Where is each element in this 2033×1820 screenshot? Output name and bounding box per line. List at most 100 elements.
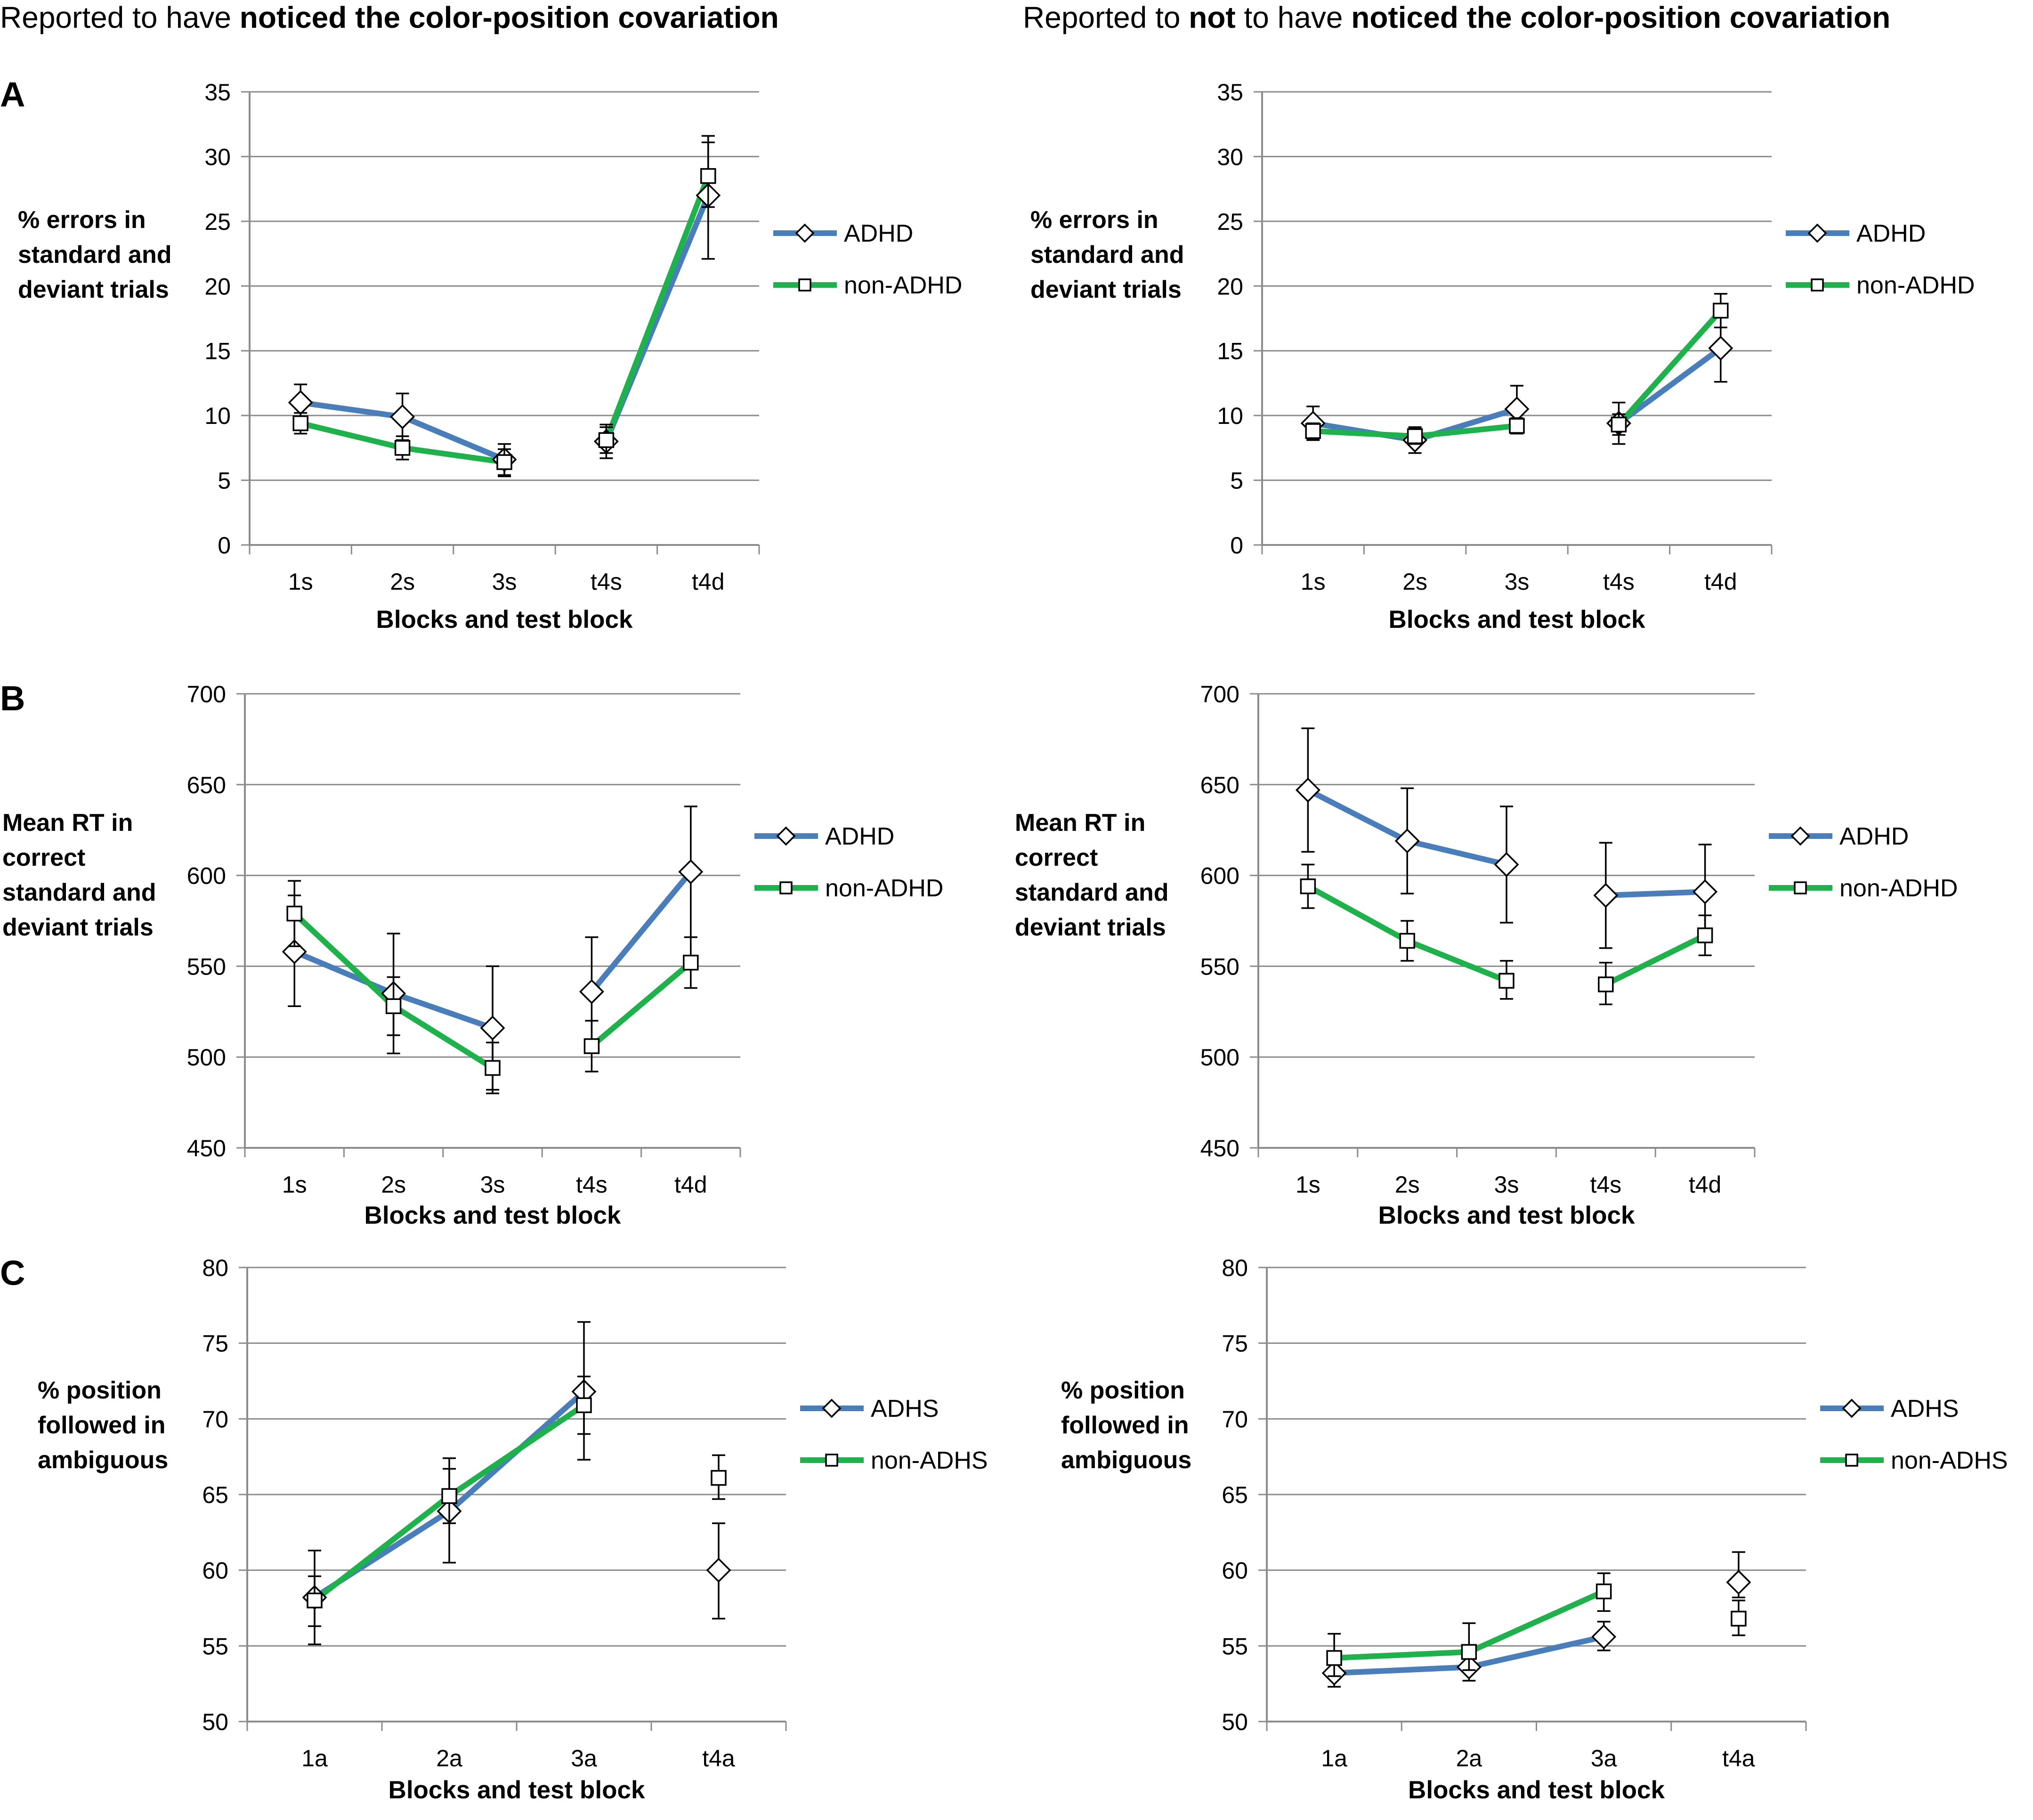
x-axis-title: Blocks and test block	[1388, 606, 1645, 634]
y-tick-label: 15	[1217, 338, 1243, 365]
data-point-diamond	[480, 1016, 505, 1040]
y-tick-label: 70	[202, 1406, 228, 1432]
y-axis-label-line: standard and	[18, 241, 172, 268]
x-axis-title: Blocks and test block	[1408, 1776, 1665, 1804]
data-point-square	[700, 168, 716, 184]
legend-marker-square	[779, 881, 793, 894]
data-point-square	[1399, 933, 1415, 949]
y-axis-label: % errors in standard and deviant trials	[1030, 203, 1184, 307]
legend-label: non-ADHS	[1891, 1447, 2008, 1474]
y-tick-label: 0	[1230, 532, 1243, 559]
series-line-adhd	[1603, 889, 1708, 899]
y-axis-label-line: % errors in	[18, 206, 146, 234]
y-tick-label: 75	[1222, 1331, 1248, 1357]
series-line-adhd	[589, 869, 694, 995]
chart-b-right: 450 500 550 600 650 700 1s 2s 3s t4s t4d ADHD non-AD…	[1200, 681, 1958, 1198]
y-axis-label: Mean RT in correct standard and deviant tri…	[2, 805, 156, 945]
y-tick-label: 55	[202, 1633, 228, 1659]
data-point-square	[1461, 1644, 1477, 1660]
legend-label: non-ADHS	[871, 1447, 988, 1474]
x-tick-label: t4s	[576, 1171, 607, 1198]
data-point-square	[496, 454, 512, 470]
y-axis-label: Mean RT in correct standard and deviant tri…	[1015, 805, 1169, 945]
data-point-square	[1596, 1583, 1612, 1600]
y-axis-label-line: ambiguous	[38, 1446, 169, 1474]
y-tick-label: 25	[1217, 209, 1243, 235]
y-tick-label: 80	[202, 1255, 228, 1281]
y-tick-label: 20	[204, 273, 231, 300]
data-point-diamond	[1394, 828, 1420, 853]
y-axis-label-line: standard and	[1015, 879, 1169, 906]
y-tick-label: 70	[1222, 1406, 1248, 1432]
y-axis-label-line: followed in	[38, 1412, 166, 1439]
data-point-diamond	[706, 1558, 731, 1583]
data-point-diamond	[1726, 1569, 1751, 1595]
data-point-square	[1407, 428, 1423, 444]
chart-b-left: 450 500 550 600 650 700 1s 2s 3s t4s t4d ADHD non-AD…	[187, 681, 944, 1198]
legend-marker-square	[1811, 278, 1824, 292]
y-tick-label: 0	[218, 532, 231, 559]
data-point-square	[1498, 973, 1515, 989]
y-tick-label: 15	[204, 338, 231, 365]
chart-a-left: 0 5 10 15 20 25 30 35 1s 2s 3s t4s t4d ADHD non-ADHD	[204, 79, 962, 595]
y-tick-label: 600	[187, 863, 226, 889]
y-tick-label: 650	[187, 772, 226, 798]
x-tick-label: 1s	[282, 1171, 307, 1198]
legend-marker-square	[825, 1454, 838, 1467]
y-tick-label: 60	[1222, 1558, 1248, 1584]
data-point-diamond	[678, 859, 704, 885]
y-tick-label: 550	[187, 953, 226, 980]
x-tick-label: t4a	[1722, 1745, 1755, 1771]
data-point-square	[1611, 416, 1627, 433]
y-axis-label: % position followed in ambiguous	[38, 1373, 168, 1478]
y-axis-label-line: Mean RT in	[2, 809, 133, 837]
x-tick-label: t4a	[702, 1745, 735, 1771]
data-point-square	[385, 998, 402, 1014]
y-axis-label-line: correct	[2, 844, 86, 871]
data-point-diamond	[1494, 852, 1519, 877]
x-axis-title: Blocks and test block	[364, 1202, 621, 1229]
data-point-diamond	[579, 979, 604, 1004]
data-point-square	[394, 440, 411, 456]
y-tick-label: 35	[1217, 79, 1243, 106]
x-tick-label: t4s	[1590, 1171, 1621, 1198]
series-line-non-adhd	[589, 959, 694, 1049]
y-axis-label-line: ambiguous	[1061, 1446, 1192, 1474]
y-tick-label: 700	[187, 681, 226, 707]
y-tick-label: 55	[1222, 1633, 1248, 1659]
legend-label: ADHD	[1856, 220, 1926, 247]
y-tick-label: 75	[202, 1331, 228, 1357]
data-point-square	[1305, 423, 1321, 439]
data-point-diamond	[1295, 777, 1320, 803]
y-tick-label: 550	[1200, 953, 1239, 980]
data-point-square	[441, 1488, 457, 1504]
x-tick-label: t4d	[674, 1171, 707, 1198]
y-axis-label: % errors in standard and deviant trials	[18, 203, 172, 307]
legend-label: ADHD	[1839, 823, 1909, 850]
y-tick-label: 700	[1200, 681, 1239, 707]
x-tick-label: 3s	[1494, 1171, 1519, 1198]
legend-label: ADHS	[871, 1395, 939, 1422]
y-tick-label: 500	[187, 1044, 226, 1071]
series-line-non-adhd	[603, 173, 711, 443]
y-tick-label: 50	[202, 1709, 228, 1735]
y-axis-label-line: deviant trials	[1030, 276, 1182, 303]
y-axis-label-line: deviant trials	[1015, 914, 1166, 941]
legend-marker-diamond	[822, 1398, 842, 1418]
panel-letter-a: A	[0, 75, 25, 114]
x-tick-label: 3s	[480, 1171, 505, 1198]
x-tick-label: t4d	[1689, 1171, 1722, 1198]
data-point-square	[683, 954, 699, 971]
data-point-square	[307, 1592, 323, 1609]
x-tick-label: t4s	[591, 569, 622, 595]
left-column-title: Reported to have noticed the color-posit…	[0, 0, 779, 34]
y-tick-label: 600	[1200, 863, 1239, 889]
x-tick-label: 3a	[1591, 1745, 1617, 1771]
y-axis-label-line: % errors in	[1030, 206, 1158, 234]
data-point-square	[1697, 927, 1713, 943]
legend-label: non-ADHD	[844, 272, 962, 299]
y-tick-label: 80	[1222, 1255, 1248, 1281]
y-axis-label-line: % position	[38, 1377, 162, 1404]
x-tick-label: t4d	[692, 569, 725, 595]
